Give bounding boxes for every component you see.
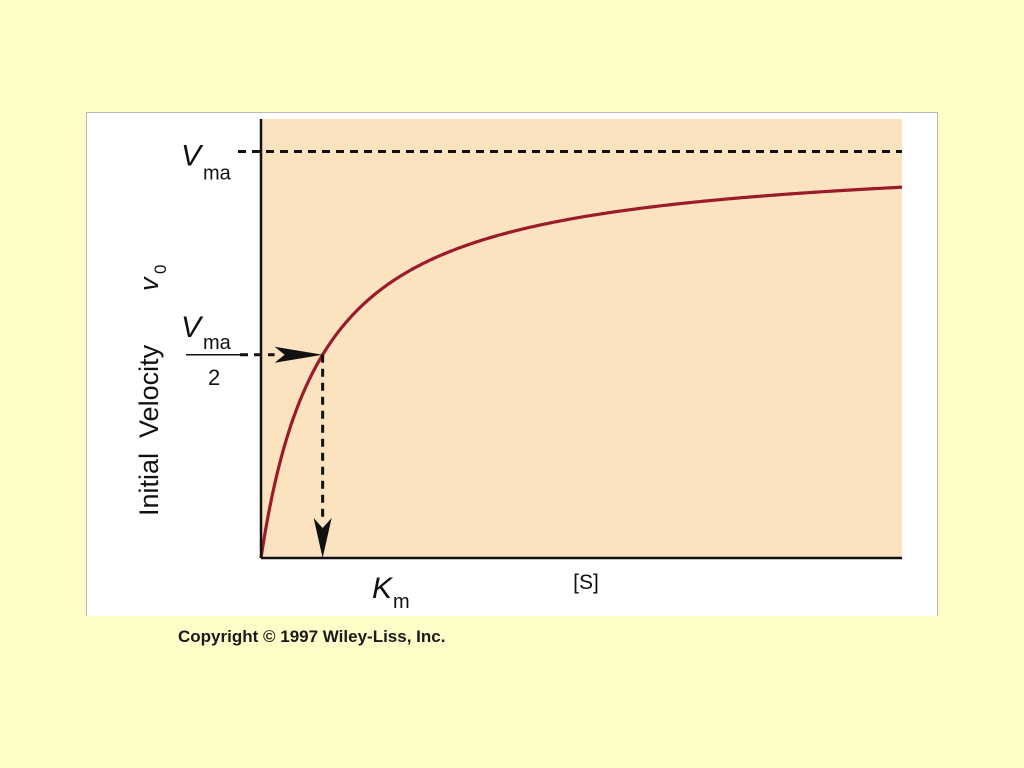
km-subscript: m xyxy=(393,591,410,613)
vmax-subscript: ma xyxy=(203,163,232,185)
half-vmax-subscript: ma xyxy=(203,332,232,354)
copyright-notice: Copyright © 1997 Wiley-Liss, Inc. xyxy=(178,627,446,646)
copyright-strip xyxy=(86,616,938,656)
x-tick-label-km: K m xyxy=(372,572,410,613)
saturation-curve xyxy=(259,185,903,559)
km-symbol: K xyxy=(372,572,394,605)
y-tick-label-half-vmax: V ma 2 xyxy=(181,311,240,390)
y-axis-label: Initial Velocity v 0 xyxy=(134,265,170,516)
half-vmax-symbol: V xyxy=(181,311,204,344)
half-vmax-denominator: 2 xyxy=(208,365,220,390)
y-tick-label-vmax: V ma xyxy=(181,140,232,185)
vmax-symbol: V xyxy=(181,140,204,173)
y-axis-label-subscript: 0 xyxy=(151,265,170,274)
right-arrow-icon xyxy=(274,346,323,363)
down-arrow-icon xyxy=(313,518,332,558)
x-axis-label: [S] xyxy=(573,571,599,594)
plot-area xyxy=(261,119,902,558)
y-axis-label-text: Initial Velocity xyxy=(134,344,164,516)
y-axis-label-symbol: v xyxy=(134,276,164,291)
